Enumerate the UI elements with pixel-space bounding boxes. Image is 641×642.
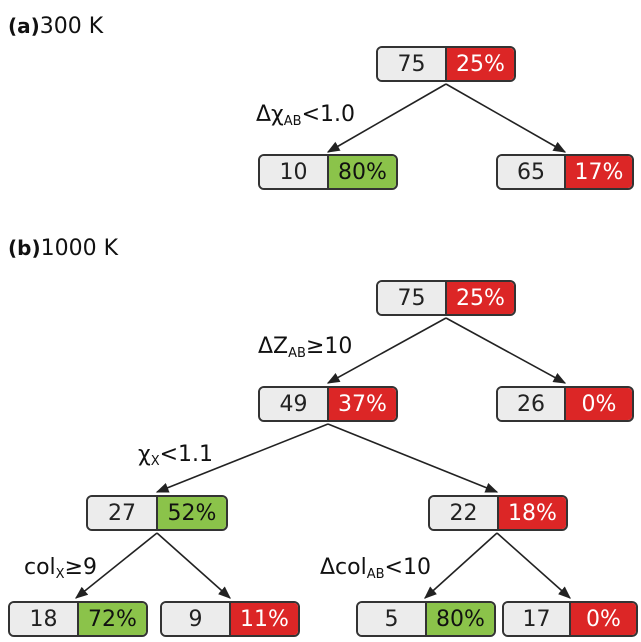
node-count: 27 bbox=[88, 497, 156, 529]
edge-b-n4-n8 bbox=[496, 532, 571, 599]
node-b-n4: 22 18% bbox=[428, 495, 568, 531]
node-b-n6: 9 11% bbox=[160, 601, 300, 637]
node-b-n3: 27 52% bbox=[86, 495, 228, 531]
node-count: 26 bbox=[498, 388, 564, 420]
node-percent: 17% bbox=[564, 156, 632, 188]
split-b-n1: χX<1.1 bbox=[138, 442, 214, 469]
split-b-n4: ΔcolAB<10 bbox=[320, 555, 431, 582]
panel-a-temp: 300 K bbox=[39, 14, 104, 39]
node-percent: 72% bbox=[77, 603, 146, 635]
node-count: 49 bbox=[260, 388, 327, 420]
panel-a-label: (a)300 K bbox=[8, 14, 103, 39]
split-b-root: ΔZAB≥10 bbox=[258, 334, 353, 361]
node-a-root: 75 25% bbox=[376, 46, 516, 82]
edge-b-root-n2 bbox=[445, 317, 567, 384]
split-a-root: ΔχAB<1.0 bbox=[256, 102, 355, 129]
node-b-n7: 5 80% bbox=[356, 601, 496, 637]
node-percent: 80% bbox=[327, 156, 396, 188]
node-percent: 18% bbox=[497, 497, 566, 529]
node-percent: 11% bbox=[229, 603, 298, 635]
node-count: 9 bbox=[162, 603, 229, 635]
node-percent: 80% bbox=[425, 603, 494, 635]
edge-a-root-left bbox=[326, 83, 447, 153]
node-count: 5 bbox=[358, 603, 425, 635]
node-count: 65 bbox=[498, 156, 564, 188]
split-b-n3: colX≥9 bbox=[24, 555, 98, 582]
edge-b-n1-n4 bbox=[327, 423, 499, 493]
node-percent: 0% bbox=[564, 388, 632, 420]
node-a-right: 65 17% bbox=[496, 154, 634, 190]
node-count: 75 bbox=[378, 48, 445, 80]
node-percent: 37% bbox=[327, 388, 396, 420]
edge-a-root-right bbox=[445, 83, 567, 153]
node-percent: 25% bbox=[445, 48, 514, 80]
panel-a-letter: (a) bbox=[8, 14, 40, 38]
edge-b-root-n1 bbox=[326, 317, 447, 384]
panel-b-temp: 1000 K bbox=[40, 236, 119, 261]
node-count: 22 bbox=[430, 497, 497, 529]
node-count: 10 bbox=[260, 156, 327, 188]
node-b-n5: 18 72% bbox=[8, 601, 148, 637]
node-count: 17 bbox=[504, 603, 569, 635]
node-percent: 25% bbox=[445, 282, 514, 314]
panel-b-letter: (b) bbox=[8, 236, 41, 260]
node-b-n2: 26 0% bbox=[496, 386, 634, 422]
panel-b-label: (b)1000 K bbox=[8, 236, 118, 261]
node-b-n1: 49 37% bbox=[258, 386, 398, 422]
node-percent: 0% bbox=[569, 603, 636, 635]
node-count: 18 bbox=[10, 603, 77, 635]
node-count: 75 bbox=[378, 282, 445, 314]
edge-b-n3-n6 bbox=[156, 532, 231, 599]
node-b-n8: 17 0% bbox=[502, 601, 638, 637]
edge-b-n4-n7 bbox=[424, 532, 498, 599]
node-b-root: 75 25% bbox=[376, 280, 516, 316]
edge-b-n1-n3 bbox=[155, 423, 329, 493]
edge-b-n3-n5 bbox=[75, 532, 158, 599]
node-percent: 52% bbox=[156, 497, 226, 529]
node-a-left: 10 80% bbox=[258, 154, 398, 190]
